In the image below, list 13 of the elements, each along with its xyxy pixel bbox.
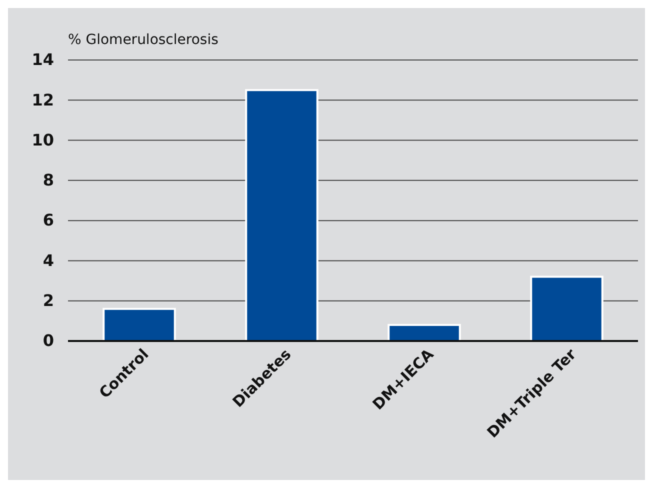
y-tick-label: 4	[42, 250, 54, 270]
y-tick-label: 0	[42, 331, 54, 350]
y-tick-label: 14	[32, 50, 54, 70]
y-tick-label: 8	[42, 170, 54, 190]
y-tick-label: 12	[32, 90, 54, 110]
bar	[102, 308, 176, 342]
y-tick-label: 2	[42, 290, 54, 310]
y-axis-title: % Glomerulosclerosis	[68, 32, 218, 48]
y-tick-label: 10	[32, 130, 54, 150]
bar	[388, 324, 461, 342]
y-tick-label: 6	[42, 210, 54, 230]
bar	[245, 89, 318, 342]
bar	[530, 276, 604, 342]
